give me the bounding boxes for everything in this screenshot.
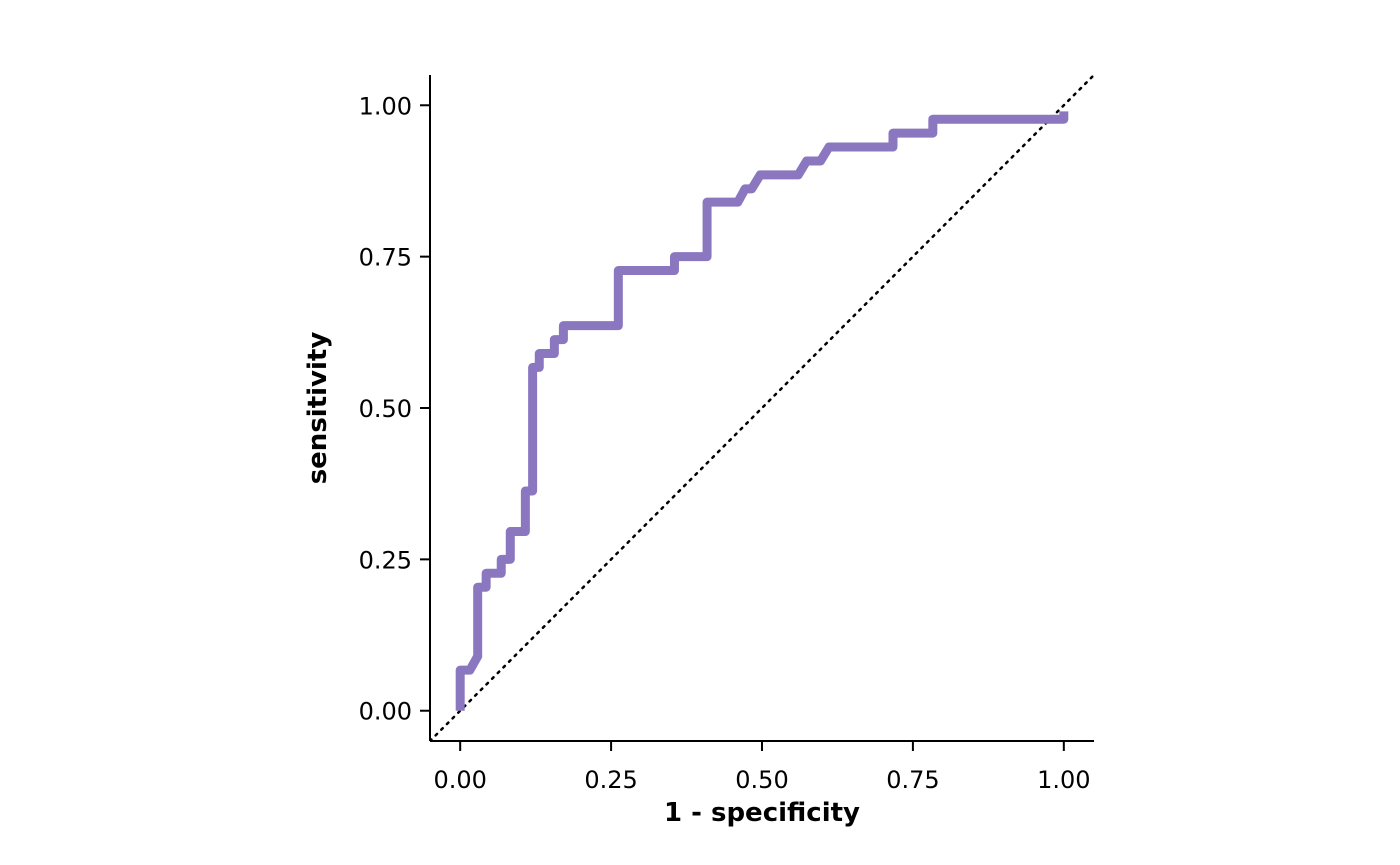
y-tick-label: 0.25 [359,546,412,574]
reference-diagonal-line [430,75,1094,741]
x-axis-title: 1 - specificity [664,798,860,828]
x-axis-ticks: 0.00 0.25 0.50 0.75 1.00 [433,741,1091,794]
x-tick-label: 0.25 [584,766,637,794]
x-tick-label: 0.75 [886,766,939,794]
plot-area [430,75,1094,741]
y-axis-ticks: 0.00 0.25 0.50 0.75 1.00 [359,92,430,726]
y-tick-label: 0.00 [359,698,412,726]
y-tick-label: 1.00 [359,92,412,120]
y-axis-title: sensitivity [303,332,333,485]
x-tick-label: 0.50 [735,766,788,794]
roc-curve-line-0 [455,111,1069,711]
y-tick-label: 0.50 [359,395,412,423]
y-tick-label: 0.75 [359,244,412,272]
x-tick-label: 0.00 [433,766,486,794]
x-tick-label: 1.00 [1037,766,1090,794]
